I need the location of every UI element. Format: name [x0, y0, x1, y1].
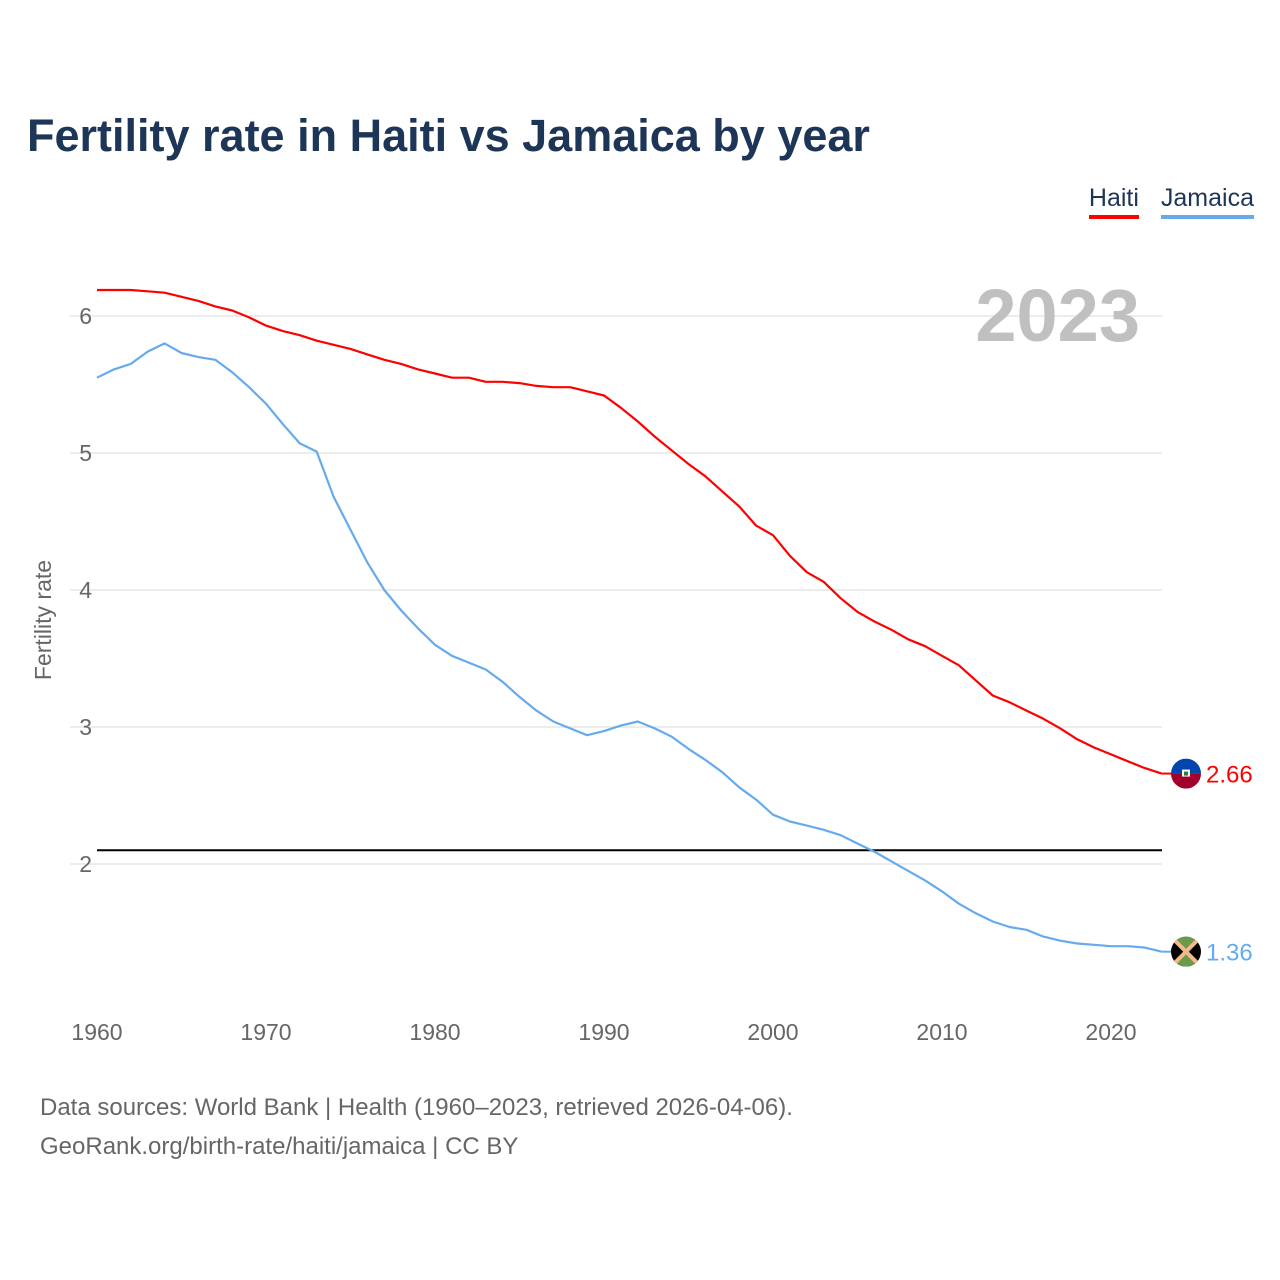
end-value-label-jamaica: 1.36: [1206, 940, 1253, 967]
legend-jamaica[interactable]: Jamaica: [1160, 184, 1254, 219]
x-tick-label: 2020: [1085, 1019, 1136, 1045]
source-line-1: Data sources: World Bank | Health (1960–…: [40, 1094, 793, 1121]
end-value-label-haiti: 2.66: [1206, 762, 1253, 789]
source-note: Data sources: World Bank | Health (1960–…: [40, 1088, 793, 1166]
x-tick-label: 1990: [578, 1019, 629, 1045]
x-tick-label: 1970: [240, 1019, 291, 1045]
chart-title: Fertility rate in Haiti vs Jamaica by ye…: [27, 110, 870, 161]
series-line-haiti: [97, 288, 1163, 775]
jamaica-flag-icon: [1171, 936, 1201, 967]
y-tick-label: 3: [79, 714, 92, 740]
x-tick-label: 2000: [747, 1019, 798, 1045]
x-tick-label: 1960: [71, 1019, 122, 1045]
haiti-flag-icon: [1171, 758, 1201, 789]
legend-haiti[interactable]: Haiti: [1088, 184, 1139, 219]
y-axis-label: Fertility rate: [30, 560, 56, 680]
x-tick-label: 2010: [916, 1019, 967, 1045]
source-line-2[interactable]: GeoRank.org/birth-rate/haiti/jamaica | C…: [40, 1133, 519, 1160]
y-tick-label: 5: [79, 440, 92, 466]
series-line-jamaica: [96, 342, 1162, 953]
y-tick-label: 6: [79, 303, 92, 329]
y-tick-label: 4: [79, 577, 92, 603]
chart-area: 2 3 4 5 6 1960 1970 1980 1990 2000 2010 2020 2023 F…: [30, 274, 1253, 1045]
year-watermark: 2023: [975, 274, 1140, 357]
x-tick-label: 1980: [409, 1019, 460, 1045]
y-tick-label: 2: [79, 851, 92, 877]
legend: Haiti Jamaica: [1088, 184, 1254, 219]
